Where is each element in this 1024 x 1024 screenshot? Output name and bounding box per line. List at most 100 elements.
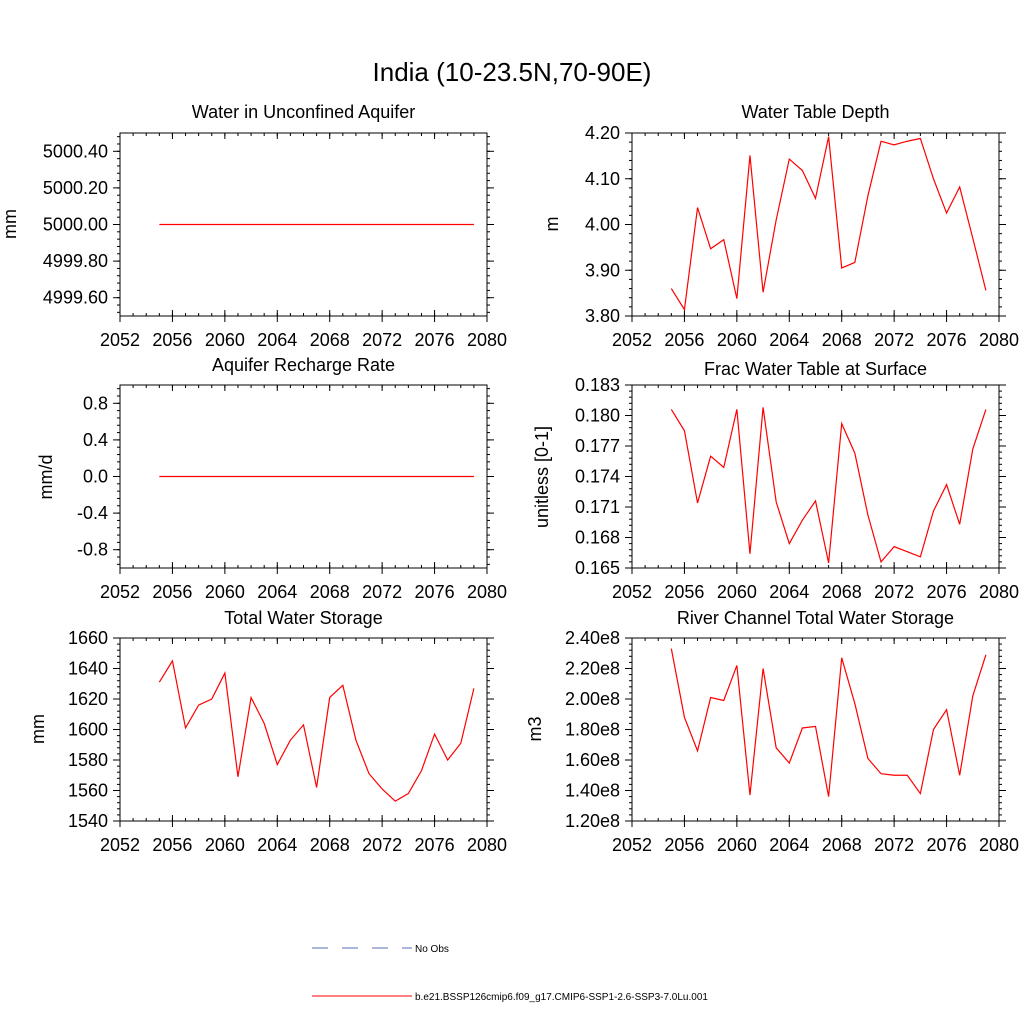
panel-water-in-unconfined-aquifer: Water in Unconfined Aquifer mm 2052 2056 2…	[0, 102, 507, 350]
y-tick-label: 0.177	[575, 436, 620, 456]
y-tick-label: 1560	[68, 781, 108, 801]
y-tick-label: 0.174	[575, 467, 620, 487]
x-tick-label: 2060	[205, 835, 245, 855]
panel-river-channel-total-water-storage: River Channel Total Water Storage m3 205…	[525, 608, 1019, 855]
y-tick-label: 4.10	[585, 169, 620, 189]
plot-area: 2052 2056 2060 2064 2068 2072 2076 2080 1.20e8 1.…	[565, 628, 1019, 855]
x-tick-label: 2064	[769, 835, 809, 855]
x-tick-label: 2052	[612, 330, 652, 350]
x-tick-label: 2060	[717, 835, 757, 855]
x-tick-label: 2072	[874, 582, 914, 602]
plot-frame	[119, 637, 488, 822]
y-tick-label: 5000.40	[43, 141, 108, 161]
x-tick-label: 2076	[927, 582, 967, 602]
x-tick-label: 2056	[152, 582, 192, 602]
x-tick-label: 2072	[362, 582, 402, 602]
y-tick-label: 1580	[68, 750, 108, 770]
x-tick-label: 2060	[205, 330, 245, 350]
x-tick-label: 2072	[362, 835, 402, 855]
y-axis-label: m3	[525, 716, 545, 741]
x-tick-label: 2068	[310, 330, 350, 350]
plot-frame	[631, 384, 1000, 569]
y-tick-label: 0.4	[83, 430, 108, 450]
y-axis-label: mm	[0, 209, 20, 239]
x-tick-label: 2072	[362, 330, 402, 350]
x-tick-label: 2060	[717, 582, 757, 602]
panel-title: Aquifer Recharge Rate	[212, 355, 395, 375]
y-tick-label: 1600	[68, 720, 108, 740]
plot-area: 2052 2056 2060 2064 2068 2072 2076 2080 1540 1560…	[68, 628, 507, 855]
x-tick-label: 2060	[205, 582, 245, 602]
x-tick-label: 2068	[310, 835, 350, 855]
x-tick-label: 2080	[979, 330, 1019, 350]
y-tick-label: 4999.60	[43, 288, 108, 308]
x-tick-label: 2076	[415, 835, 455, 855]
x-tick-label: 2056	[664, 330, 704, 350]
panel-title: Frac Water Table at Surface	[704, 359, 927, 379]
panel-water-table-depth: Water Table Depth m 2052 2056 2060 2064 2068…	[542, 102, 1019, 350]
y-tick-label: 1.60e8	[565, 750, 620, 770]
y-axis-label: mm/d	[36, 455, 56, 500]
y-tick-label: 4999.80	[43, 251, 108, 271]
x-tick-label: 2068	[822, 582, 862, 602]
panel-title: Total Water Storage	[224, 608, 382, 628]
y-tick-label: 5000.20	[43, 178, 108, 198]
panel-title: River Channel Total Water Storage	[677, 608, 954, 628]
x-tick-label: 2052	[612, 582, 652, 602]
y-tick-label: 0.180	[575, 406, 620, 426]
x-tick-label: 2064	[257, 835, 297, 855]
x-tick-label: 2080	[979, 582, 1019, 602]
x-tick-label: 2064	[257, 582, 297, 602]
y-tick-label: 1620	[68, 689, 108, 709]
x-tick-label: 2076	[415, 330, 455, 350]
x-tick-label: 2064	[769, 330, 809, 350]
y-tick-label: 3.90	[585, 260, 620, 280]
y-tick-label: 1660	[68, 628, 108, 648]
x-tick-label: 2072	[874, 835, 914, 855]
x-tick-label: 2052	[612, 835, 652, 855]
x-tick-label: 2064	[769, 582, 809, 602]
y-tick-label: 0.165	[575, 558, 620, 578]
x-tick-label: 2060	[717, 330, 757, 350]
y-axis-label: mm	[28, 714, 48, 744]
y-tick-label: 0.183	[575, 375, 620, 395]
panel-title: Water Table Depth	[741, 102, 889, 122]
y-axis-label: unitless [0-1]	[532, 426, 552, 528]
x-tick-label: 2068	[822, 330, 862, 350]
figure-title: India (10-23.5N,70-90E)	[373, 57, 652, 87]
panel-frac-water-table-at-surface: Frac Water Table at Surface unitless [0-…	[532, 359, 1019, 602]
y-tick-label: 2.20e8	[565, 659, 620, 679]
y-tick-label: 2.00e8	[565, 689, 620, 709]
y-tick-label: -0.4	[77, 503, 108, 523]
x-tick-label: 2064	[257, 330, 297, 350]
legend-label-no-obs: No Obs	[415, 944, 449, 955]
legend: No Obs b.e21.BSSP126cmip6.f09_g17.CMIP6-…	[312, 944, 708, 1003]
series-line	[670, 136, 987, 312]
y-tick-label: 0.171	[575, 497, 620, 517]
x-tick-label: 2080	[467, 835, 507, 855]
x-tick-label: 2052	[100, 835, 140, 855]
plot-area: 2052 2056 2060 2064 2068 2072 2076 2080 3.80 3.90…	[585, 123, 1019, 350]
x-tick-label: 2076	[927, 835, 967, 855]
plot-area: 2052 2056 2060 2064 2068 2072 2076 2080 4999.60 4…	[43, 132, 507, 350]
y-tick-label: 1.80e8	[565, 720, 620, 740]
y-tick-label: 4.20	[585, 123, 620, 143]
plot-area: 2052 2056 2060 2064 2068 2072 2076 2080 0.165 0.1…	[575, 375, 1019, 602]
y-tick-label: 4.00	[585, 215, 620, 235]
x-tick-label: 2080	[467, 330, 507, 350]
x-tick-label: 2052	[100, 582, 140, 602]
panel-title: Water in Unconfined Aquifer	[192, 102, 415, 122]
y-tick-label: -0.8	[77, 540, 108, 560]
legend-label-model-run: b.e21.BSSP126cmip6.f09_g17.CMIP6-SSP1-2.…	[415, 992, 708, 1003]
panel-total-water-storage: Total Water Storage mm 2052 2056 2060 2064 2…	[28, 608, 507, 855]
y-tick-label: 0.168	[575, 528, 620, 548]
plot-area: 2052 2056 2060 2064 2068 2072 2076 2080 -0.8 -0.4…	[77, 384, 507, 602]
y-tick-label: 2.40e8	[565, 628, 620, 648]
y-tick-label: 1.20e8	[565, 811, 620, 831]
x-tick-label: 2076	[927, 330, 967, 350]
y-tick-label: 1540	[68, 811, 108, 831]
y-tick-label: 0.8	[83, 393, 108, 413]
y-tick-label: 0.0	[83, 467, 108, 487]
series-line	[670, 648, 987, 797]
